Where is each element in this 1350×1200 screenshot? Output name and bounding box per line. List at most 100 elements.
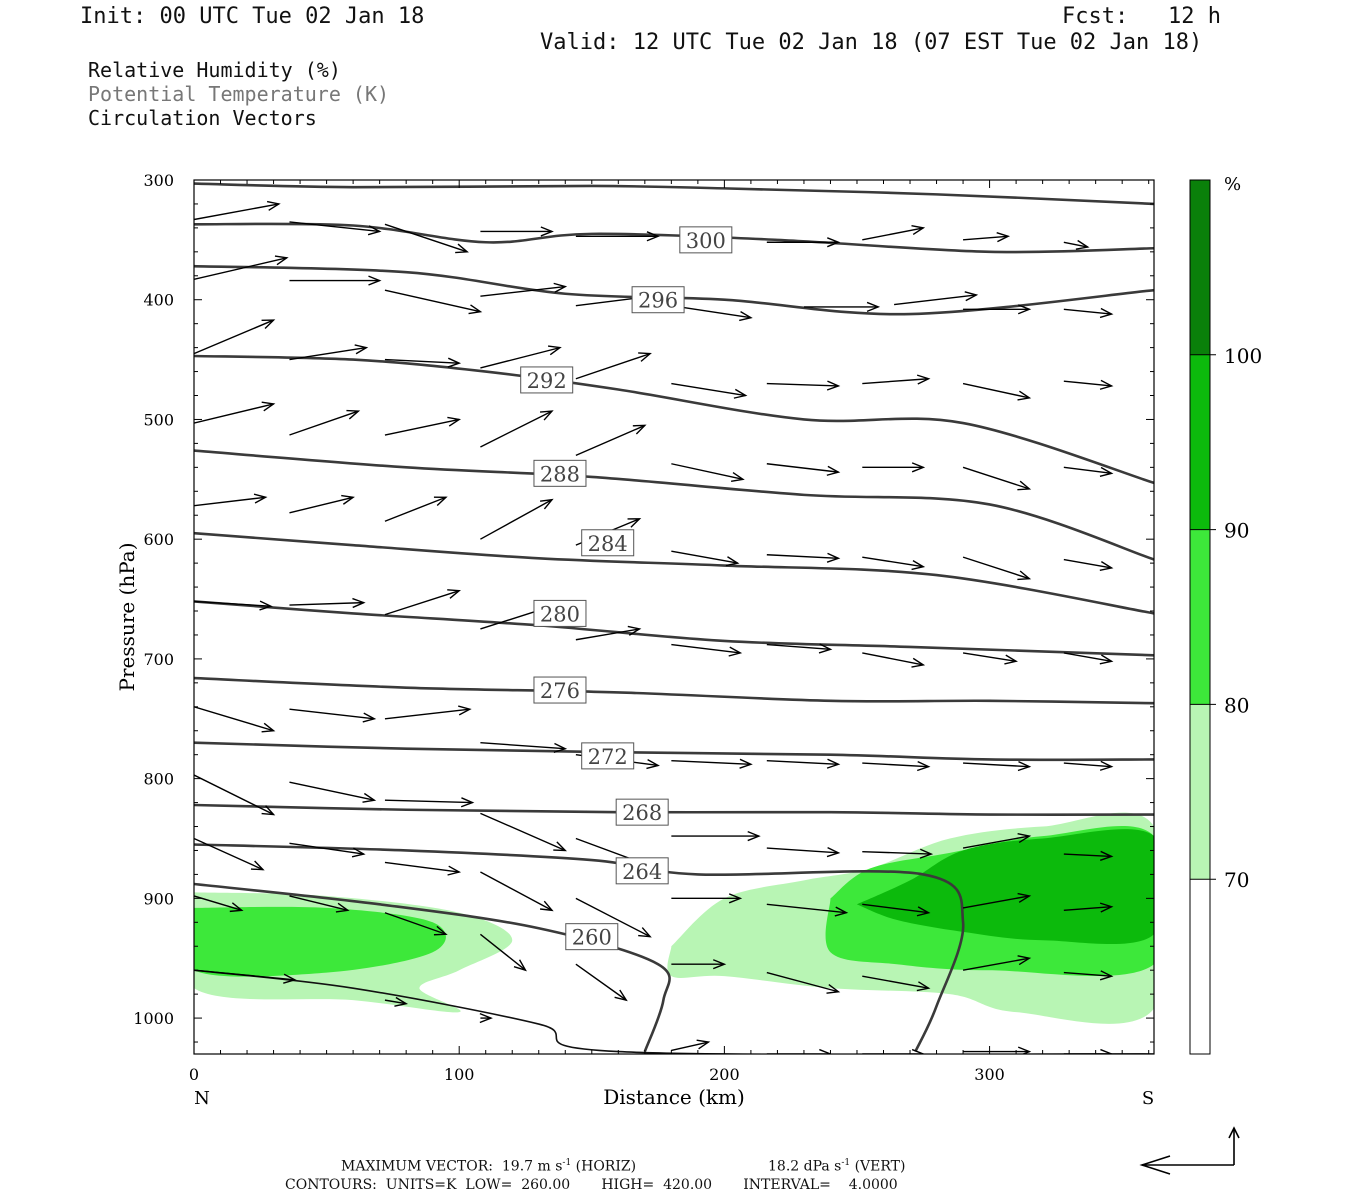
circulation-vector [766, 463, 841, 476]
circulation-vector [480, 345, 562, 369]
valid-time: Valid: 12 UTC Tue 02 Jan 18 (07 EST Tue … [540, 30, 1203, 55]
vector-shaft [289, 895, 348, 912]
vector-shaft [384, 999, 407, 1005]
vector-head [1017, 955, 1032, 966]
circulation-vector [194, 319, 276, 355]
circulation-vector [671, 643, 743, 657]
vector-shaft [575, 628, 640, 641]
vector-shaft [289, 781, 375, 801]
vector-shaft [384, 708, 470, 720]
circulation-vector [194, 837, 265, 871]
circulation-vector [766, 971, 841, 994]
x-axis-left-label: N [194, 1088, 210, 1109]
axis-ticks: 300 400 500 600 700 800 900 1000 0 100 200 300 [133, 171, 1154, 1084]
contour-label-box [581, 529, 635, 557]
vector-shaft [1063, 906, 1112, 912]
vector-shaft [480, 812, 566, 852]
vector-head [916, 981, 931, 992]
circulation-vector [194, 255, 289, 281]
circulation-vector [671, 463, 745, 482]
vector-head [911, 462, 926, 473]
vector-head [354, 344, 369, 355]
theta-contour-284 [194, 531, 1154, 615]
vector-shaft [862, 903, 929, 914]
circulation-vector [671, 893, 743, 904]
circulation-vector [575, 963, 628, 1002]
circulation-vector [289, 708, 377, 723]
circulation-vector [289, 344, 369, 361]
circulation-vector [384, 589, 461, 616]
vector-head [479, 1012, 493, 1024]
circulation-vector [671, 959, 727, 970]
circulation-vector [384, 996, 409, 1007]
vector-shaft [1063, 466, 1112, 475]
vector-shaft [671, 382, 746, 397]
vector-shaft [384, 912, 447, 935]
vector-head [259, 600, 273, 611]
contour-label-text: 264 [622, 860, 662, 884]
circulation-vector [480, 812, 567, 852]
circulation-vector [194, 969, 297, 984]
vector-head [627, 518, 642, 528]
circulation-vector [1063, 902, 1114, 913]
circulation-vector [575, 897, 652, 938]
circulation-vector [194, 706, 276, 733]
circulation-vector [963, 760, 1032, 772]
circulation-vector [289, 275, 382, 286]
vector-head [916, 906, 931, 917]
vector-head [911, 224, 926, 235]
circulation-vector [1063, 1048, 1114, 1054]
circulation-vector [862, 760, 931, 772]
vector-head [1004, 654, 1018, 665]
colorbar-segment [1190, 180, 1210, 355]
colorbar: 70 80 90 100 [1189, 179, 1262, 1055]
contour-label-276: 276 [533, 676, 587, 704]
contour-label-text: 260 [572, 926, 612, 950]
vector-head [646, 231, 660, 242]
vector-head [540, 900, 554, 912]
theta-contour-272 [194, 741, 1154, 762]
vector-head [866, 301, 881, 313]
contour-label-layer: 300 296 292 288 284 280 276 272 268 264 260 [520, 226, 733, 951]
circulation-vector [962, 382, 1032, 401]
vector-shaft [289, 346, 367, 361]
circulation-vector [671, 550, 740, 567]
circulation-vector [1063, 466, 1114, 478]
circulation-vector [194, 401, 276, 424]
vector-shaft [862, 850, 932, 855]
vector-shaft [962, 652, 1017, 662]
vector-shaft [289, 221, 380, 233]
contour-label-box [520, 366, 574, 394]
circulation-vector [289, 781, 377, 803]
vector-head [834, 906, 849, 917]
vector-head [1017, 390, 1032, 401]
vector-shaft [766, 759, 839, 765]
vector-head [458, 705, 472, 716]
theta-contour-276 [194, 676, 1154, 705]
reference-vector-icon [1139, 1126, 1240, 1175]
vector-head [725, 556, 740, 567]
y-tick-label: 900 [143, 889, 174, 908]
vector-shaft [194, 203, 279, 221]
contour-label-268: 268 [615, 798, 669, 826]
circulation-vector [962, 556, 1032, 581]
contour-label-box [533, 599, 587, 627]
circulation-vector [575, 424, 647, 457]
contour-label-292: 292 [520, 366, 574, 394]
ground-surface-line [194, 969, 1154, 1054]
circulation-vector [575, 625, 642, 641]
circulation-vector [766, 237, 841, 248]
vector-shaft [671, 1041, 709, 1052]
forecast-hour: Fcst: 12 h [1062, 4, 1221, 29]
vector-head [827, 237, 841, 248]
vector-shaft [671, 643, 741, 654]
contour-label-text: 292 [527, 369, 567, 393]
vector-head [1099, 850, 1114, 862]
vector-head [283, 973, 297, 984]
vector-shaft [384, 223, 468, 253]
contour-label-box [533, 676, 587, 704]
vector-head [819, 1048, 833, 1054]
plot-frame [193, 179, 1155, 1055]
vector-head [1017, 833, 1032, 844]
vector-head [728, 646, 743, 657]
